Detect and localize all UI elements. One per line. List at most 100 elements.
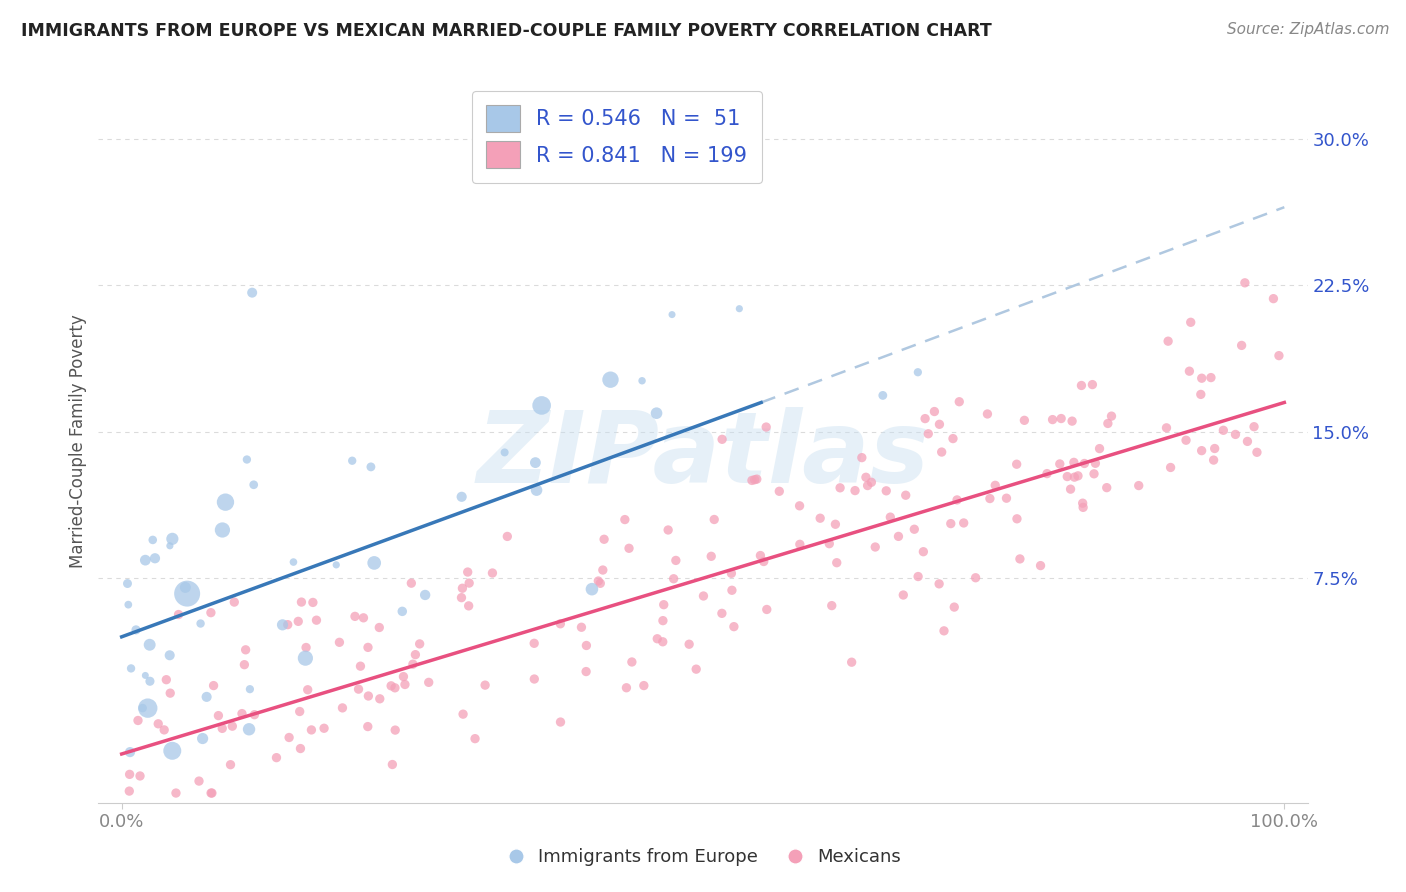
Point xyxy=(939,516,962,531)
Point xyxy=(526,483,548,497)
Point xyxy=(118,745,141,759)
Point xyxy=(418,675,440,690)
Point xyxy=(278,731,301,745)
Point xyxy=(305,613,328,627)
Point xyxy=(1063,455,1085,469)
Point xyxy=(384,681,406,695)
Point xyxy=(581,582,603,596)
Point xyxy=(413,588,436,602)
Point xyxy=(808,511,831,525)
Point xyxy=(474,678,496,692)
Point xyxy=(363,556,385,570)
Point xyxy=(464,731,486,746)
Point xyxy=(368,620,391,634)
Point xyxy=(153,723,176,737)
Point xyxy=(1067,468,1090,483)
Text: Source: ZipAtlas.com: Source: ZipAtlas.com xyxy=(1226,22,1389,37)
Point xyxy=(401,576,423,591)
Point xyxy=(125,623,148,637)
Point xyxy=(931,445,953,459)
Point xyxy=(380,679,402,693)
Point xyxy=(550,616,572,631)
Point xyxy=(302,595,325,609)
Point xyxy=(917,426,939,441)
Point xyxy=(952,516,974,530)
Point xyxy=(749,549,772,563)
Point xyxy=(1157,334,1180,348)
Point xyxy=(1036,467,1059,481)
Point xyxy=(357,640,380,655)
Point xyxy=(117,598,139,612)
Point xyxy=(349,659,371,673)
Point xyxy=(381,757,404,772)
Point xyxy=(1204,442,1226,456)
Point xyxy=(353,611,375,625)
Point xyxy=(592,563,614,577)
Point xyxy=(948,394,970,409)
Point xyxy=(1008,552,1031,566)
Point xyxy=(891,588,914,602)
Point xyxy=(1071,500,1094,515)
Point xyxy=(914,411,936,425)
Point xyxy=(550,714,572,729)
Point xyxy=(617,541,640,556)
Point xyxy=(703,512,725,526)
Point xyxy=(343,609,366,624)
Point xyxy=(347,682,370,697)
Point xyxy=(1071,496,1094,510)
Point xyxy=(1014,413,1036,427)
Point xyxy=(394,677,416,691)
Point xyxy=(1083,467,1105,481)
Point xyxy=(299,723,322,737)
Point xyxy=(219,757,242,772)
Point xyxy=(451,581,474,595)
Point xyxy=(907,569,929,583)
Point xyxy=(588,574,610,588)
Point xyxy=(118,784,141,798)
Point xyxy=(1246,445,1268,459)
Point xyxy=(457,565,479,579)
Point xyxy=(312,721,335,735)
Point xyxy=(297,682,319,697)
Point xyxy=(214,495,236,509)
Point xyxy=(176,586,198,600)
Point xyxy=(287,615,309,629)
Point xyxy=(290,741,312,756)
Point xyxy=(744,473,766,487)
Point xyxy=(928,417,950,432)
Point xyxy=(728,301,751,316)
Point xyxy=(1212,423,1234,437)
Point xyxy=(928,577,950,591)
Point xyxy=(976,407,998,421)
Point xyxy=(238,723,260,737)
Point xyxy=(159,648,181,663)
Point xyxy=(211,523,233,537)
Point xyxy=(143,551,166,566)
Point xyxy=(912,545,935,559)
Point xyxy=(191,731,214,746)
Point xyxy=(162,744,184,758)
Point xyxy=(613,512,636,526)
Legend: Immigrants from Europe, Mexicans: Immigrants from Europe, Mexicans xyxy=(498,841,908,873)
Point xyxy=(1084,456,1107,470)
Text: IMMIGRANTS FROM EUROPE VS MEXICAN MARRIED-COUPLE FAMILY POVERTY CORRELATION CHAR: IMMIGRANTS FROM EUROPE VS MEXICAN MARRIE… xyxy=(21,22,991,40)
Point xyxy=(593,533,616,547)
Point xyxy=(117,576,139,591)
Point xyxy=(451,707,474,722)
Point xyxy=(1199,370,1222,384)
Point xyxy=(741,474,763,488)
Point xyxy=(1081,377,1104,392)
Point xyxy=(965,571,987,585)
Point xyxy=(342,454,364,468)
Point xyxy=(1230,338,1253,352)
Point xyxy=(136,701,159,715)
Point xyxy=(887,529,910,543)
Point xyxy=(235,642,257,657)
Point xyxy=(332,701,354,715)
Point xyxy=(720,566,742,581)
Point xyxy=(523,636,546,650)
Point xyxy=(830,481,852,495)
Point xyxy=(240,285,263,300)
Point xyxy=(142,533,165,547)
Point xyxy=(631,374,654,388)
